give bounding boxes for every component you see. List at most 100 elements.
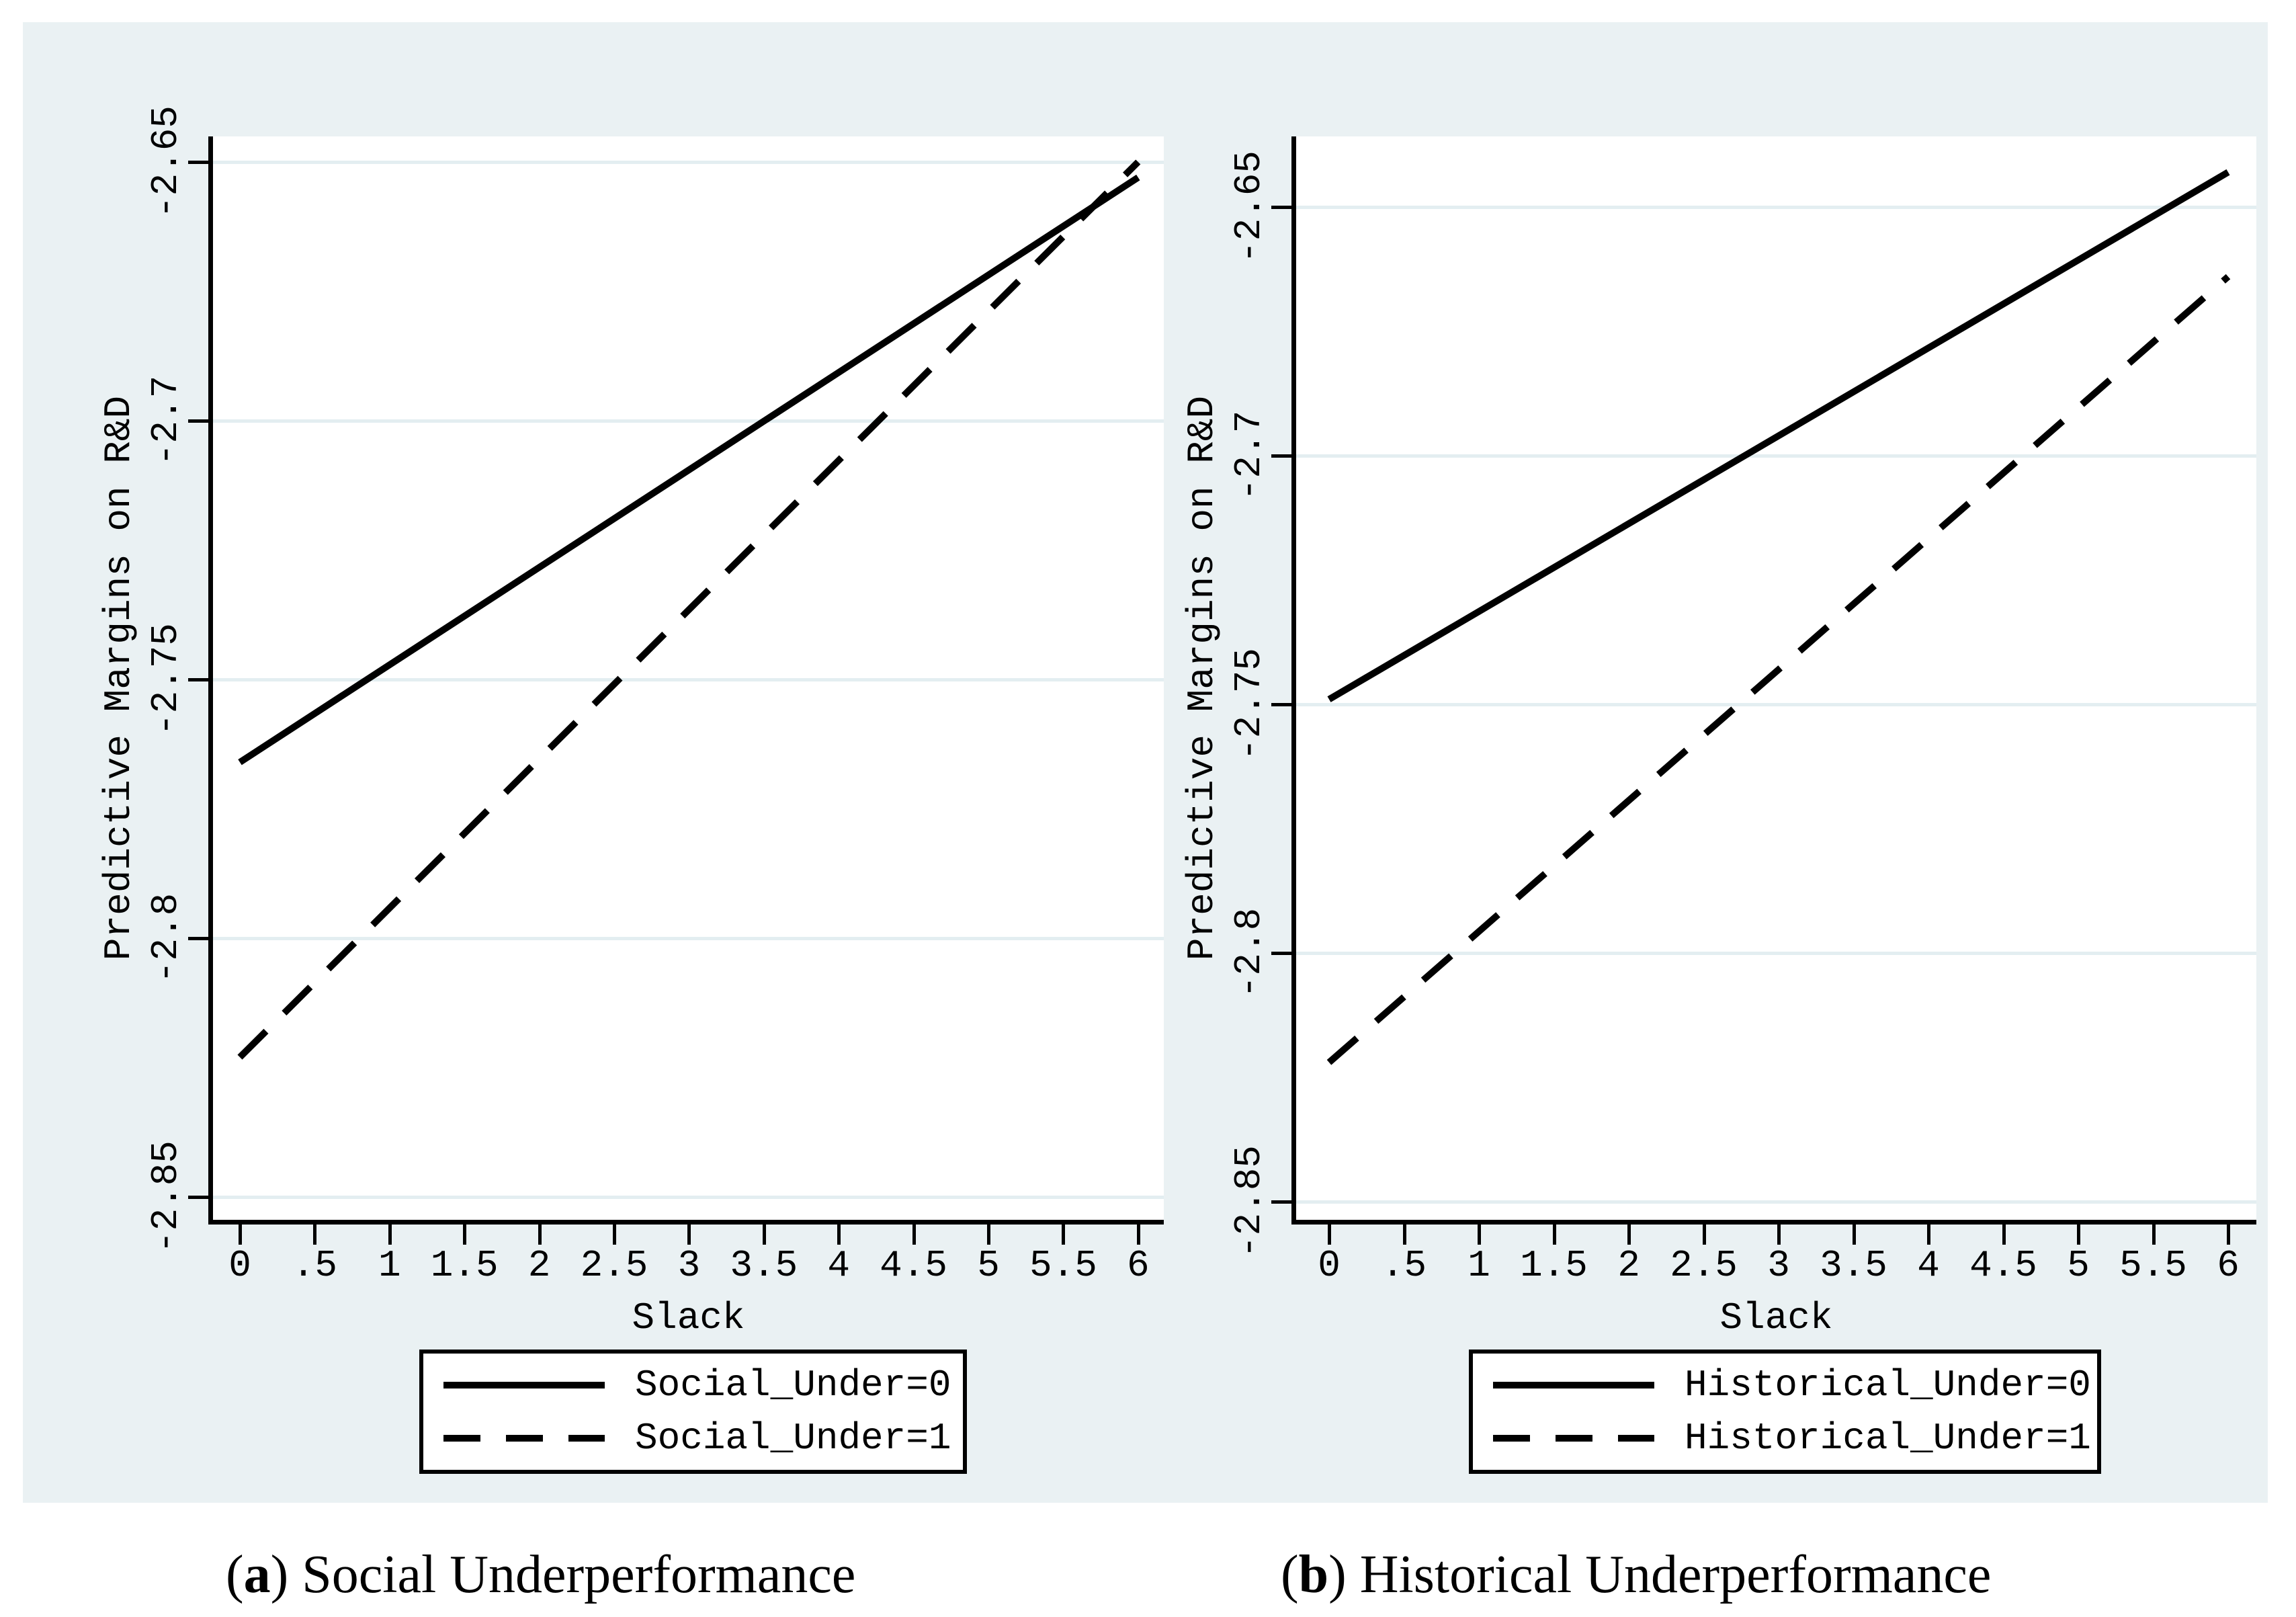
x-tick-mark <box>837 1225 841 1245</box>
y-tick-mark <box>188 678 208 681</box>
x-tick-mark <box>1552 1225 1556 1245</box>
gridline <box>1296 1200 2256 1204</box>
x-tick-mark <box>239 1225 242 1245</box>
gridline <box>213 678 1164 681</box>
x-tick-mark <box>987 1225 990 1245</box>
panel-a-legend: Social_Under=0 Social_Under=1 <box>419 1350 967 1474</box>
caption-a-paren: ( <box>226 1545 244 1604</box>
gridline <box>1296 703 2256 706</box>
y-tick-mark <box>188 161 208 164</box>
x-tick-mark <box>1402 1225 1406 1245</box>
x-tick-label: 1.5 <box>1520 1244 1588 1287</box>
y-tick-mark <box>1271 206 1291 209</box>
x-tick-label: 2.5 <box>580 1244 648 1287</box>
x-tick-label: 1 <box>378 1244 401 1287</box>
panel-b-plot-area: Predictive Margins on R&D Slack -2.65 -2.… <box>1181 136 2256 1339</box>
y-tick-mark <box>188 937 208 940</box>
y-tick-label: -2.85 <box>144 1140 187 1254</box>
gridline <box>1296 206 2256 209</box>
legend-label: Historical_Under=1 <box>1685 1417 2091 1460</box>
y-tick-label: -2.8 <box>1228 907 1271 999</box>
x-tick-label: 2 <box>527 1244 551 1287</box>
x-tick-mark <box>538 1225 542 1245</box>
panel-b-y-axis-title: Predictive Margins on R&D <box>1181 395 1224 961</box>
x-tick-label: .5 <box>292 1244 337 1287</box>
x-tick-label: 6 <box>2217 1244 2240 1287</box>
x-tick-mark <box>1478 1225 1481 1245</box>
caption-a-text: ) Social Underperformance <box>270 1545 856 1604</box>
x-tick-mark <box>1136 1225 1140 1245</box>
x-tick-mark <box>313 1225 317 1245</box>
legend-label: Social_Under=1 <box>635 1417 951 1460</box>
solid-line-sample <box>443 1382 605 1388</box>
legend-row: Social_Under=1 <box>423 1417 963 1460</box>
x-tick-mark <box>2227 1225 2230 1245</box>
panel-b-y-axis <box>1291 136 1296 1225</box>
x-tick-mark <box>1627 1225 1631 1245</box>
x-tick-mark <box>2152 1225 2156 1245</box>
panel-a-y-axis-title: Predictive Margins on R&D <box>97 395 140 961</box>
x-tick-label: 4 <box>827 1244 850 1287</box>
x-tick-label: .5 <box>1381 1244 1427 1287</box>
dashed-line-sample <box>1493 1435 1654 1442</box>
y-tick-mark <box>188 419 208 423</box>
x-tick-mark <box>1777 1225 1781 1245</box>
gridline <box>213 937 1164 940</box>
x-tick-label: 5.5 <box>2119 1244 2187 1287</box>
y-tick-label: -2.65 <box>144 105 187 219</box>
panel-b-legend: Historical_Under=0 Historical_Under=1 <box>1469 1350 2101 1474</box>
x-tick-mark <box>762 1225 766 1245</box>
solid-line-sample <box>1493 1382 1654 1388</box>
series-line-dashed <box>1326 274 2231 1065</box>
panel-b-series <box>1326 169 2231 1065</box>
gridline <box>1296 454 2256 458</box>
panel-b-x-axis-title: Slack <box>1719 1296 1833 1339</box>
x-tick-mark <box>1852 1225 1856 1245</box>
x-tick-mark <box>1702 1225 1706 1245</box>
x-tick-label: 1.5 <box>430 1244 499 1287</box>
x-tick-label: 4.5 <box>880 1244 948 1287</box>
legend-row: Social_Under=0 <box>423 1364 963 1407</box>
series-line-solid <box>238 174 1140 765</box>
y-tick-label: -2.75 <box>1228 647 1271 761</box>
dashed-line-sample <box>443 1435 605 1442</box>
x-tick-label: 0 <box>228 1244 251 1287</box>
caption-b-letter: b <box>1298 1545 1329 1604</box>
legend-label: Historical_Under=0 <box>1685 1364 2091 1407</box>
x-tick-label: 3.5 <box>730 1244 798 1287</box>
x-tick-mark <box>2002 1225 2006 1245</box>
x-tick-label: 2.5 <box>1670 1244 1738 1287</box>
x-tick-mark <box>687 1225 691 1245</box>
legend-label: Social_Under=0 <box>635 1364 951 1407</box>
x-tick-mark <box>1328 1225 1331 1245</box>
caption-b-paren: ( <box>1281 1545 1299 1604</box>
series-line-solid <box>1327 169 2230 702</box>
x-tick-label: 5.5 <box>1029 1244 1097 1287</box>
x-tick-label: 6 <box>1126 1244 1150 1287</box>
x-tick-mark <box>1062 1225 1066 1245</box>
x-tick-label: 0 <box>1318 1244 1341 1287</box>
x-tick-label: 4.5 <box>1969 1244 2037 1287</box>
gridline <box>213 161 1164 164</box>
panel-a-series <box>237 159 1141 1060</box>
y-tick-label: -2.75 <box>144 622 187 737</box>
y-tick-label: -2.85 <box>1228 1145 1271 1259</box>
y-tick-label: -2.65 <box>1228 150 1271 264</box>
x-tick-label: 3 <box>1767 1244 1790 1287</box>
gridline <box>1296 952 2256 955</box>
x-tick-mark <box>912 1225 916 1245</box>
x-tick-label: 3 <box>677 1244 701 1287</box>
y-tick-mark <box>1271 1200 1291 1204</box>
graph-region: Predictive Margins on R&D Slack -2.65 -2.… <box>23 22 2268 1503</box>
y-tick-label: -2.7 <box>144 375 187 466</box>
legend-row: Historical_Under=1 <box>1473 1417 2097 1460</box>
x-tick-label: 2 <box>1617 1244 1640 1287</box>
x-tick-label: 3.5 <box>1820 1244 1887 1287</box>
gridline <box>213 1196 1164 1199</box>
gridline <box>213 419 1164 423</box>
y-tick-label: -2.8 <box>144 893 187 984</box>
x-tick-mark <box>463 1225 467 1245</box>
x-tick-mark <box>388 1225 392 1245</box>
caption-b-text: ) Historical Underperformance <box>1328 1545 1992 1604</box>
